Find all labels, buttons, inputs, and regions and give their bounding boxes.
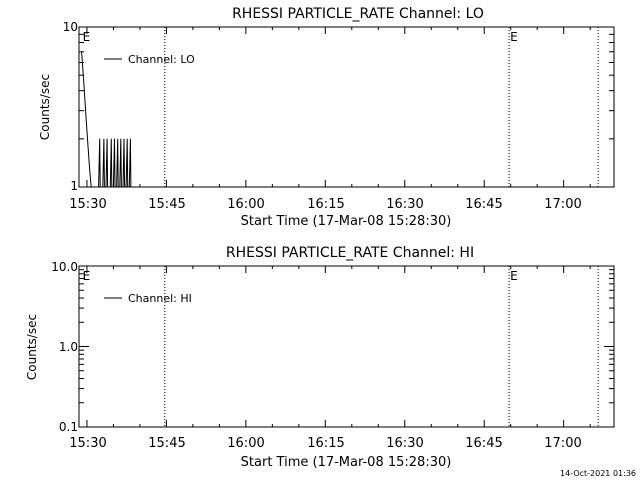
series-line <box>81 51 139 188</box>
x-tick-label: 16:15 <box>307 197 344 212</box>
panel-hi: RHESSI PARTICLE_RATE Channel: HI Counts/… <box>25 245 615 470</box>
event-marker-label: E <box>510 269 518 283</box>
x-tick-label: 17:00 <box>544 197 581 212</box>
y-tick-label: 10 <box>63 20 78 34</box>
plot-frame <box>78 26 615 188</box>
x-tick-label: 16:45 <box>465 436 502 451</box>
panel-lo: RHESSI PARTICLE_RATE Channel: LO Counts/… <box>38 6 615 229</box>
plot-frame <box>78 265 615 428</box>
legend-label: Channel: HI <box>128 292 192 305</box>
x-tick-label: 16:45 <box>465 197 502 212</box>
x-tick-label: 15:45 <box>148 436 185 451</box>
x-tick-label: 16:15 <box>307 436 344 451</box>
y-tick-label: 0.1 <box>59 420 78 434</box>
x-tick-label: 17:00 <box>544 436 581 451</box>
x-tick-label: 15:30 <box>69 197 106 212</box>
legend-label: Channel: LO <box>128 53 195 66</box>
chart-title: RHESSI PARTICLE_RATE Channel: LO <box>232 6 484 22</box>
axis-ticks <box>79 265 614 428</box>
x-tick-label: 16:30 <box>386 197 423 212</box>
x-tick-label: 15:30 <box>69 436 106 451</box>
event-marker-label: E <box>510 30 518 44</box>
chart-title: RHESSI PARTICLE_RATE Channel: HI <box>226 245 474 261</box>
y-tick-label: 1 <box>70 179 78 193</box>
y-tick-label: 10.0 <box>51 260 78 274</box>
x-tick-label: 16:00 <box>227 197 264 212</box>
y-tick-label: 1.0 <box>59 340 78 354</box>
event-marker-label: E <box>83 30 91 44</box>
event-marker-label: E <box>83 269 91 283</box>
x-axis-label: Start Time (17-Mar-08 15:28:30) <box>241 455 452 470</box>
x-tick-label: 16:30 <box>386 436 423 451</box>
y-axis-label: Counts/sec <box>38 74 52 140</box>
footer-timestamp: 14-Oct-2021 01:36 <box>560 469 636 478</box>
data-series <box>81 51 139 188</box>
x-tick-label: 16:00 <box>227 436 264 451</box>
y-axis-label: Counts/sec <box>25 314 39 380</box>
x-tick-label: 15:45 <box>148 197 185 212</box>
axis-ticks <box>79 26 614 188</box>
x-axis-label: Start Time (17-Mar-08 15:28:30) <box>241 214 452 229</box>
